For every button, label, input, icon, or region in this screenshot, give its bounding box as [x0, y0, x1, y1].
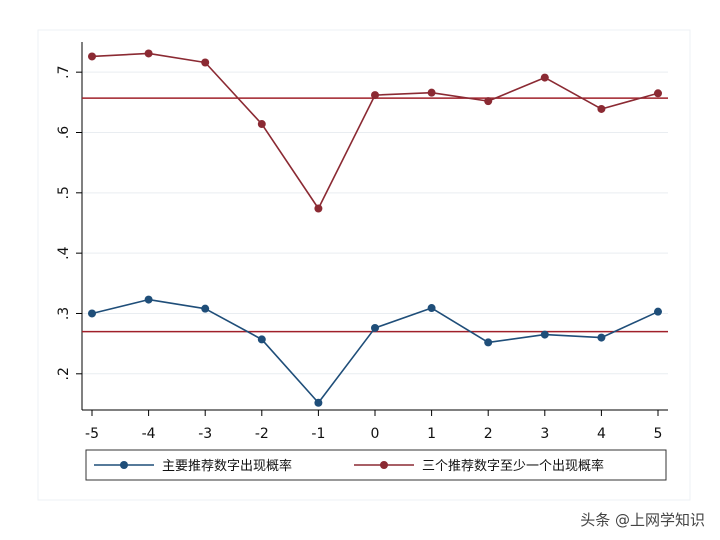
- data-point-series-2-0: [88, 52, 96, 61]
- legend: 主要推荐数字出现概率 三个推荐数字至少一个出现概率: [85, 449, 667, 481]
- legend-marker-series-2: [380, 461, 388, 469]
- x-tick-label-4: -1: [311, 426, 325, 442]
- legend-marker-series-1: [120, 461, 128, 469]
- data-point-series-1-7: [484, 338, 493, 347]
- x-tick-label-3: -2: [255, 426, 269, 442]
- data-point-series-1-10: [654, 307, 662, 316]
- axes: .2 .3 .4 .5 .6 .7 -5 -4 -3 -2 -1 0 1 2 3 4 5: [56, 42, 668, 442]
- y-tick-label-5: .7: [56, 65, 72, 78]
- x-tick-label-6: 1: [427, 426, 436, 442]
- data-point-series-2-4: [314, 204, 323, 213]
- y-tick-label-0: .2: [56, 367, 72, 380]
- data-point-series-2-3: [257, 120, 266, 129]
- data-point-series-2-7: [484, 97, 493, 106]
- data-point-series-1-8: [540, 330, 549, 339]
- x-tick-label-2: -3: [198, 426, 212, 442]
- data-point-series-2-9: [597, 104, 606, 113]
- data-point-series-1-1: [144, 295, 153, 304]
- series: [88, 49, 662, 407]
- data-point-series-2-1: [144, 49, 153, 58]
- x-tick-label-1: -4: [142, 426, 156, 442]
- x-tick-label-8: 3: [540, 426, 549, 442]
- x-tick-label-9: 4: [597, 426, 606, 442]
- gridlines: [82, 71, 668, 375]
- data-point-series-1-5: [371, 323, 379, 332]
- data-point-series-2-5: [371, 91, 379, 100]
- data-point-series-2-8: [540, 73, 549, 82]
- data-point-series-1-0: [88, 309, 96, 318]
- x-tick-label-0: -5: [85, 426, 99, 442]
- data-point-series-2-2: [201, 58, 210, 67]
- plot-area: [82, 42, 668, 410]
- y-tick-label-2: .4: [56, 246, 72, 259]
- x-tick-label-5: 0: [371, 426, 380, 442]
- y-tick-label-3: .5: [56, 186, 72, 199]
- data-point-series-1-2: [201, 304, 210, 313]
- legend-label-series-2: 三个推荐数字至少一个出现概率: [422, 458, 604, 474]
- legend-label-series-1: 主要推荐数字出现概率: [162, 458, 292, 474]
- data-point-series-1-4: [314, 398, 323, 407]
- data-point-series-2-6: [427, 88, 436, 97]
- watermark-text: 头条 @上网学知识: [580, 511, 705, 529]
- data-point-series-2-10: [654, 89, 662, 98]
- data-point-series-1-3: [257, 335, 266, 344]
- x-tick-label-10: 5: [654, 426, 663, 442]
- data-point-series-1-9: [597, 333, 606, 342]
- x-tick-label-7: 2: [484, 426, 493, 442]
- data-point-series-1-6: [427, 304, 436, 313]
- y-tick-label-1: .3: [56, 307, 72, 320]
- y-tick-label-4: .6: [56, 126, 72, 139]
